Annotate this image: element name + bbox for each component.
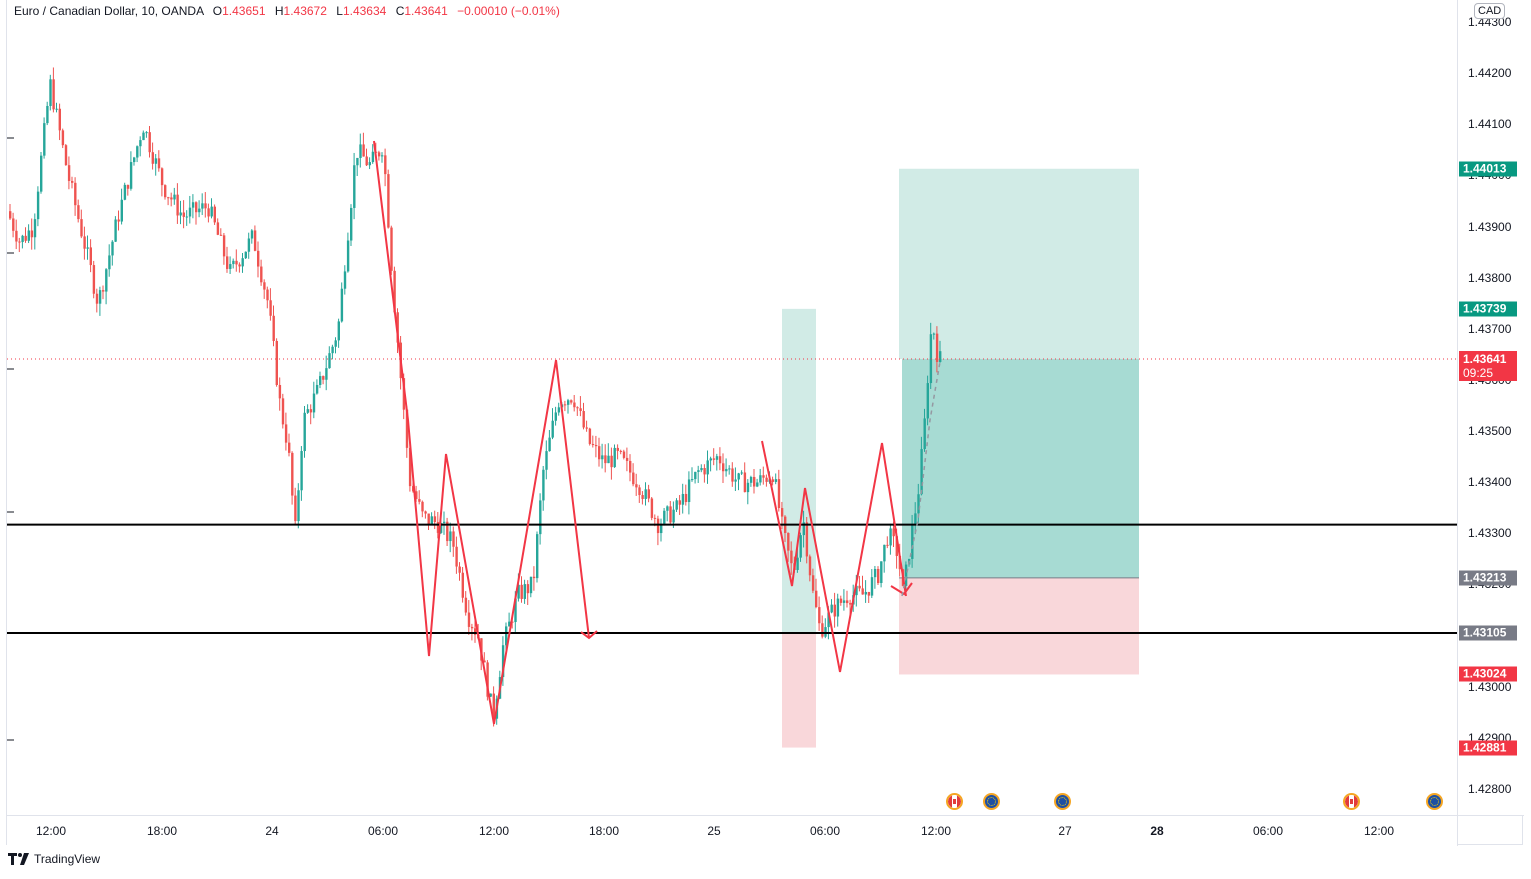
- active-profit-zone: [902, 358, 1139, 578]
- eurozone-event-icon[interactable]: [1426, 793, 1443, 810]
- bar-countdown: 09:25: [1463, 365, 1494, 380]
- chart-pane[interactable]: [7, 0, 1457, 815]
- price-tick-label: 1.43500: [1468, 424, 1512, 439]
- time-tick-label: 06:00: [809, 824, 841, 838]
- price-tick-label: 1.43900: [1468, 219, 1512, 234]
- time-tick-label: 24: [265, 824, 279, 838]
- stop-loss-2-price-tag[interactable]: 1.42881: [1459, 740, 1517, 756]
- low-label: L: [336, 4, 343, 18]
- time-tick-label: 12:00: [920, 824, 952, 838]
- change-value: −0.00010 (−0.01%): [457, 4, 560, 18]
- horizontal-line-price-tag[interactable]: 1.43105: [1459, 625, 1517, 641]
- price-tag-value: 1.44013: [1463, 161, 1507, 176]
- entry-price-tag[interactable]: 1.43213: [1459, 570, 1517, 586]
- tradingview-branding[interactable]: TradingView: [8, 852, 100, 866]
- price-tick-label: 1.44200: [1468, 66, 1512, 81]
- price-tick-label: 1.43300: [1468, 526, 1512, 541]
- symbol-title[interactable]: Euro / Canadian Dollar, 10, OANDA: [14, 4, 204, 18]
- take-profit-price-tag[interactable]: 1.44013: [1459, 161, 1517, 177]
- profit-zone: [782, 308, 816, 634]
- time-tick-label: 28: [1150, 824, 1164, 838]
- time-tick-label: 06:00: [367, 824, 399, 838]
- price-tag-value: 1.42881: [1463, 740, 1507, 755]
- time-tick-label: 18:00: [146, 824, 178, 838]
- price-axis[interactable]: 1.443001.442001.441001.440001.439001.438…: [1457, 0, 1524, 815]
- canada-event-icon[interactable]: [1343, 793, 1360, 810]
- price-tick-label: 1.43800: [1468, 270, 1512, 285]
- axis-corner: [1457, 815, 1524, 846]
- stop-loss-price-tag[interactable]: 1.43024: [1459, 666, 1517, 682]
- canada-event-icon[interactable]: [946, 793, 963, 810]
- tradingview-logo-icon: [8, 853, 29, 865]
- price-tick-label: 1.43400: [1468, 475, 1512, 490]
- candles: [9, 67, 942, 727]
- time-tick-label: 12:00: [35, 824, 67, 838]
- open-label: O: [212, 4, 223, 18]
- time-axis[interactable]: 12:00 18:00 24 06:00 12:00 18:00 25 06:00 12:00 2…: [7, 815, 1457, 846]
- currency-button[interactable]: CAD: [1474, 3, 1506, 19]
- time-tick-label: 25: [707, 824, 721, 838]
- profit-zone: [899, 168, 1139, 359]
- open-value: 1.43651: [222, 4, 266, 18]
- price-tick-label: 1.43000: [1468, 679, 1512, 694]
- price-tick-label: 1.43700: [1468, 321, 1512, 336]
- zigzag-drawing: [373, 140, 590, 725]
- price-tag-value: 1.43024: [1463, 666, 1507, 681]
- time-tick-label: 12:00: [478, 824, 510, 838]
- last-price-price-tag[interactable]: 1.43641 09:25: [1459, 350, 1517, 381]
- price-tick-label: 1.42800: [1468, 781, 1512, 796]
- arrow-head-icon: [580, 630, 598, 640]
- chart-frame: [6, 0, 1523, 845]
- close-label: C: [395, 4, 405, 18]
- time-tick-label: 12:00: [1363, 824, 1395, 838]
- tradingview-brand-text: TradingView: [34, 852, 101, 866]
- close-value: 1.43641: [404, 4, 448, 18]
- low-value: 1.43634: [342, 4, 387, 18]
- price-tag-value: 1.43213: [1463, 570, 1507, 585]
- price-tag-value: 1.43105: [1463, 625, 1507, 640]
- high-value: 1.43672: [283, 4, 327, 18]
- arrow-head-icon: [890, 582, 913, 596]
- eurozone-event-icon[interactable]: [983, 793, 1000, 810]
- price-tick-label: 1.44100: [1468, 117, 1512, 132]
- high-label: H: [274, 4, 284, 18]
- time-tick-label: 18:00: [588, 824, 620, 838]
- time-tick-label: 27: [1058, 824, 1072, 838]
- time-tick-label: 06:00: [1252, 824, 1284, 838]
- take-profit-2-price-tag[interactable]: 1.43739: [1459, 301, 1517, 317]
- symbol-legend: Euro / Canadian Dollar, 10, OANDA O1.436…: [14, 4, 560, 18]
- price-tag-value: 1.43641: [1463, 351, 1507, 366]
- projection-line: [901, 361, 941, 597]
- loss-zone: [782, 633, 816, 748]
- price-tag-value: 1.43739: [1463, 301, 1507, 316]
- candlestick-chart[interactable]: [7, 0, 1457, 815]
- zigzag-drawing: [761, 440, 907, 673]
- eurozone-event-icon[interactable]: [1054, 793, 1071, 810]
- loss-zone: [899, 577, 1139, 675]
